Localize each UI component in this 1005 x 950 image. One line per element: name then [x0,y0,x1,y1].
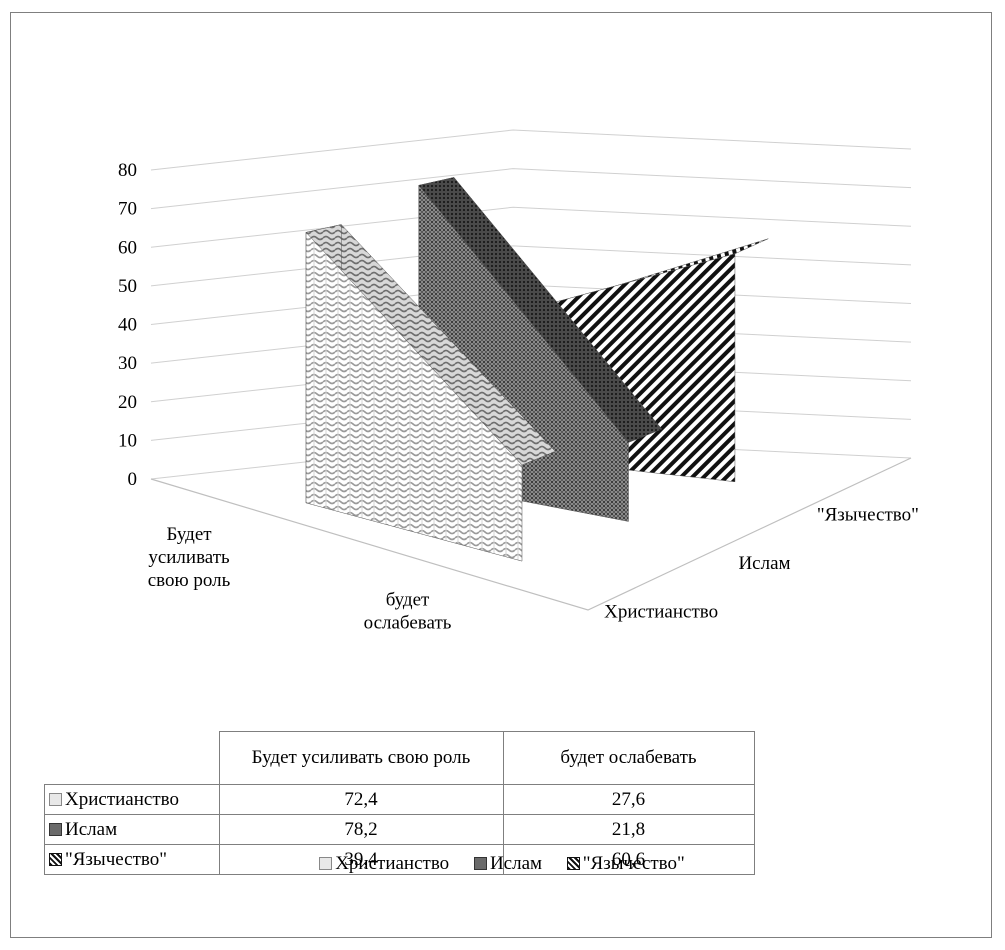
data-table-column-header: Будет усиливать свою роль [218,731,504,785]
y-tick-label: 60 [118,237,137,258]
stripes-legend-key-icon [49,852,62,866]
data-table: Будет усиливать свою роль будет ослабева… [44,731,755,875]
data-table-row-label: Ислам [65,818,118,840]
y-axis-tick-labels: 0 10 20 30 40 50 60 70 80 [118,160,137,490]
weave-legend-key-icon [49,792,62,806]
data-table-corner [44,731,220,785]
y-tick-label: 80 [118,160,137,181]
category-label-line: усиливать [148,547,230,568]
series-area-0 [305,231,523,562]
y-tick-label: 20 [118,392,137,413]
data-table-row: Ислам 78,2 21,8 [44,814,755,845]
data-table-row: Христианство 72,4 27,6 [44,784,755,815]
y-tick-label: 70 [118,199,137,220]
category-axis-labels: Будет усиливать свою роль будет ослабевать [148,524,452,634]
category-label-line: будет [386,589,430,610]
chart-frame: 0 10 20 30 40 50 60 70 80 Будет усиливать свою рол… [10,12,992,938]
data-table-row: "Язычество" 39,4 60,6 [44,844,755,875]
y-tick-label: 40 [118,315,137,336]
data-table-row-label: "Язычество" [65,848,167,870]
category-label-line: ослабевать [364,612,452,633]
data-table-cell: 39,4 [218,844,504,875]
data-table-cell: 27,6 [502,784,755,815]
data-table-cell: 60,6 [502,844,755,875]
gridline [150,206,912,248]
dots-legend-key-icon [49,822,62,836]
data-table-cell: 78,2 [218,814,504,845]
data-table-cell: 72,4 [218,784,504,815]
legend-label: Христианство [335,853,450,874]
gridline [150,129,912,171]
gridline [150,168,912,210]
data-table-row-label: Христианство [65,788,179,810]
legend-label: "Язычество" [582,853,685,874]
legend-item: Ислам [473,853,543,875]
y-tick-label: 10 [118,430,137,451]
legend: Христианство Ислам "Язычество" [11,853,993,875]
dots-legend-key-icon [473,857,487,870]
category-label-line: свою роль [148,570,231,591]
series-layer [305,177,769,562]
series-axis-labels: Христианство Ислам "Язычество" [604,504,919,622]
y-tick-label: 30 [118,353,137,374]
category-label-line: Будет [166,524,212,545]
series-axis-label: Ислам [738,553,790,574]
data-table-row-header: "Язычество" [44,844,220,875]
stripes-legend-key-icon [566,857,580,870]
category-label: будет ослабевать [364,589,452,633]
legend-item: Христианство [319,853,449,875]
category-label: Будет усиливать свою роль [148,524,231,591]
legend-item: "Язычество" [566,853,685,875]
data-table-column-header: будет ослабевать [502,731,755,785]
series-axis-label: "Язычество" [817,504,919,525]
y-tick-label: 50 [118,276,137,297]
data-table-header-row: Будет усиливать свою роль будет ослабева… [44,731,755,785]
weave-legend-key-icon [319,857,333,870]
series-axis-label: Христианство [604,602,718,623]
y-tick-label: 0 [128,469,138,490]
gridline [150,245,912,287]
data-table-row-header: Ислам [44,814,220,845]
legend-label: Ислам [489,853,543,874]
floor-edge [150,457,912,611]
area-3d-chart: 0 10 20 30 40 50 60 70 80 Будет усиливать свою рол… [118,129,919,634]
data-table-row-header: Христианство [44,784,220,815]
data-table-cell: 21,8 [502,814,755,845]
axes [150,457,912,611]
